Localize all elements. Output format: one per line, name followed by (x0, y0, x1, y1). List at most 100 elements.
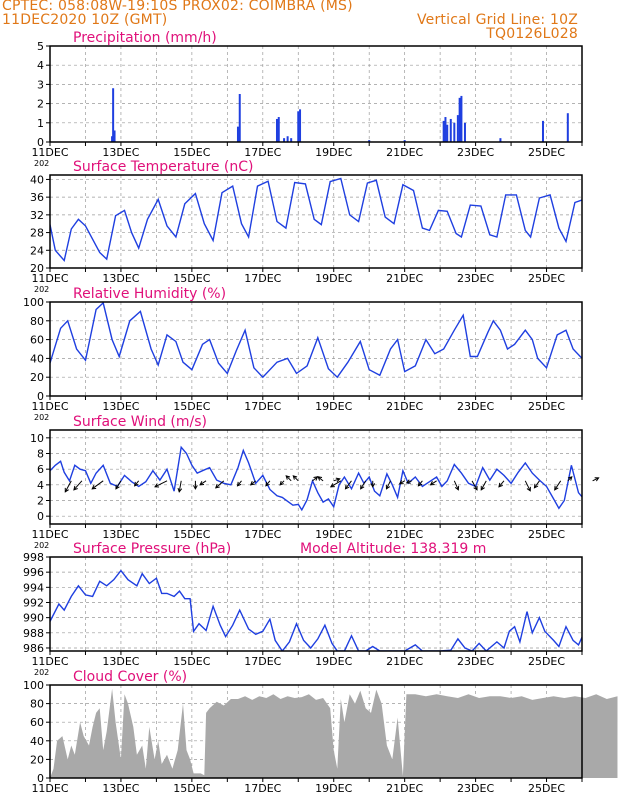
wind-arrow-head (554, 485, 559, 491)
panel-5 (46, 684, 618, 782)
precip-bar (449, 118, 452, 142)
x-tick-label: 23DEC (457, 146, 494, 159)
header-model-id: TQ0126L028 (486, 26, 578, 42)
x-tick-label: 11DEC (31, 400, 68, 413)
x-tick-label: 11DEC (31, 782, 68, 795)
x-year-fragment: 202 (34, 285, 49, 294)
panel-2 (46, 301, 583, 400)
wind-arrow-head (360, 484, 365, 490)
precip-bar (463, 122, 466, 142)
panel-0 (46, 45, 583, 146)
wind-arrow-head (454, 485, 460, 491)
y-tick-label: 2 (37, 98, 44, 111)
wind-arrow-shaft (333, 478, 340, 482)
wind-arrow-head (526, 486, 531, 492)
y-tick-label: 4 (37, 59, 44, 72)
x-tick-label: 11DEC (31, 146, 68, 159)
x-tick-label: 17DEC (244, 528, 281, 541)
y-tick-label: 32 (30, 209, 44, 222)
x-tick-label: 19DEC (315, 400, 352, 413)
x-tick-label: 19DEC (315, 782, 352, 795)
y-tick-label: 60 (30, 716, 44, 729)
wind-arrow-head (385, 484, 391, 490)
precip-bar (453, 122, 456, 142)
x-tick-label: 13DEC (102, 528, 139, 541)
x-tick-label: 13DEC (102, 146, 139, 159)
y-tick-label: 60 (30, 334, 44, 347)
wind-arrow-head (480, 485, 485, 491)
x-year-fragment: 202 (34, 541, 49, 550)
wind-arrow-shaft (592, 477, 599, 482)
x-tick-label: 19DEC (315, 146, 352, 159)
wind-arrow-shaft (215, 480, 225, 489)
wind-arrow-shaft (91, 480, 104, 490)
panel-title: Surface Temperature (nC) (73, 159, 254, 175)
y-tick-label: 10 (30, 432, 44, 445)
precip-bar (444, 117, 447, 142)
precip-bar (566, 113, 569, 142)
x-tick-label: 21DEC (386, 528, 423, 541)
precip-bar (403, 140, 406, 142)
panel-title: Surface Wind (m/s) (73, 414, 207, 430)
wind-arrow-head (249, 480, 255, 486)
x-tick-label: 15DEC (173, 528, 210, 541)
cloud-cover-area (50, 688, 618, 778)
wind-arrow-head (193, 485, 198, 490)
y-tick-label: 80 (30, 315, 44, 328)
series-line (50, 569, 582, 651)
wind-arrow-shaft (386, 480, 391, 490)
x-tick-label: 25DEC (528, 528, 565, 541)
y-tick-label: 40 (30, 735, 44, 748)
wind-arrow-shaft (73, 480, 83, 491)
panel-frame (49, 301, 583, 397)
panel-title: Cloud Cover (%) (73, 669, 187, 685)
wind-arrow-shaft (64, 480, 72, 493)
panel-frame (49, 684, 583, 779)
wind-arrow-head (285, 475, 291, 480)
x-tick-label: 25DEC (528, 782, 565, 795)
panel-frame (49, 429, 583, 525)
x-tick-label: 17DEC (244, 146, 281, 159)
wind-arrow-head (64, 487, 69, 493)
wind-arrow-head (417, 481, 423, 487)
wind-arrow-head (115, 484, 120, 490)
wind-arrow-shaft (360, 480, 367, 490)
precip-bar (299, 109, 302, 142)
panel-1 (46, 174, 583, 272)
y-tick-label: 36 (30, 191, 44, 204)
wind-arrow-head (154, 483, 160, 488)
wind-arrow-head (199, 481, 205, 486)
wind-arrow-head (473, 485, 478, 491)
wind-arrow-head (292, 475, 298, 480)
wind-arrow-shaft (453, 480, 459, 491)
series-line (50, 445, 582, 512)
y-tick-label: 990 (23, 612, 44, 625)
y-tick-label: 20 (30, 262, 44, 275)
header-vertical-grid: Vertical Grid Line: 10Z (416, 12, 578, 28)
x-tick-label: 21DEC (386, 782, 423, 795)
x-tick-label: 25DEC (528, 400, 565, 413)
wind-arrow-head (405, 479, 411, 484)
y-tick-label: 988 (23, 627, 44, 640)
wind-arrow-shaft (237, 480, 242, 487)
y-tick-label: 0 (37, 772, 44, 785)
x-tick-label: 11DEC (31, 528, 68, 541)
precip-bar (238, 94, 241, 142)
wind-arrow-head (329, 483, 335, 488)
wind-arrow-head (134, 481, 139, 487)
wind-arrow-head (91, 485, 97, 490)
wind-arrow-shaft (345, 480, 352, 490)
panel-title: Relative Humidity (%) (73, 286, 226, 302)
precip-bar (283, 138, 286, 142)
x-tick-label: 11DEC (31, 272, 68, 285)
precip-bar (499, 138, 502, 142)
x-tick-label: 17DEC (244, 400, 281, 413)
series-line (50, 302, 582, 379)
precip-bar (442, 120, 445, 142)
x-tick-label: 21DEC (386, 655, 423, 668)
header: CPTEC: 058:08W-19:10S PROX02: COIMBRA (M… (0, 0, 618, 46)
panel-frame (49, 174, 583, 269)
panel-4 (46, 556, 583, 655)
wind-arrow-head (533, 483, 539, 489)
